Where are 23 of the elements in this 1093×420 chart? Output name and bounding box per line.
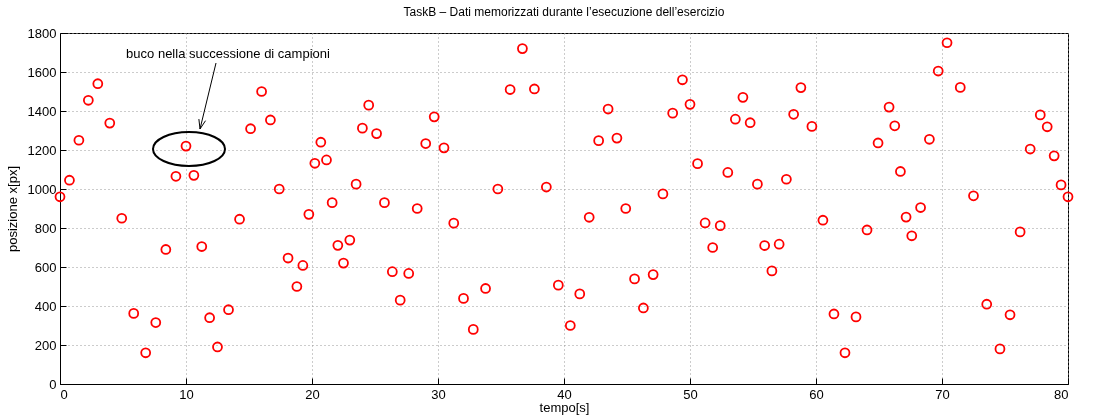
y-tick-label: 0: [49, 376, 57, 392]
y-tick-label: 1800: [27, 25, 57, 41]
x-tick-label: 40: [557, 386, 572, 402]
y-tick-label: 1000: [27, 181, 57, 197]
y-axis-title: posizione x[px]: [4, 166, 20, 252]
x-tick-label: 60: [809, 386, 824, 402]
x-tick-label: 70: [935, 386, 950, 402]
x-axis-title: tempo[s]: [539, 399, 590, 415]
y-tick-label: 800: [34, 220, 57, 236]
y-tick-label: 1600: [27, 64, 57, 80]
y-tick-label: 1200: [27, 142, 57, 158]
x-tick-label: 80: [1054, 386, 1069, 402]
chart-title: TaskB – Dati memorizzati durante l’esecuzione dell’esercizio: [403, 5, 725, 19]
y-tick-label: 200: [34, 337, 57, 353]
x-tick-label: 20: [305, 386, 320, 402]
x-tick-label: 30: [431, 386, 446, 402]
annotation: buco nella successione di campioni: [126, 46, 330, 61]
x-tick-label: 50: [683, 386, 698, 402]
x-tick-label: 10: [179, 386, 194, 402]
y-tick-label: 400: [34, 298, 57, 314]
y-tick-label: 1400: [27, 103, 57, 119]
y-tick-label: 600: [34, 259, 57, 275]
x-tick-label: 0: [60, 386, 68, 402]
